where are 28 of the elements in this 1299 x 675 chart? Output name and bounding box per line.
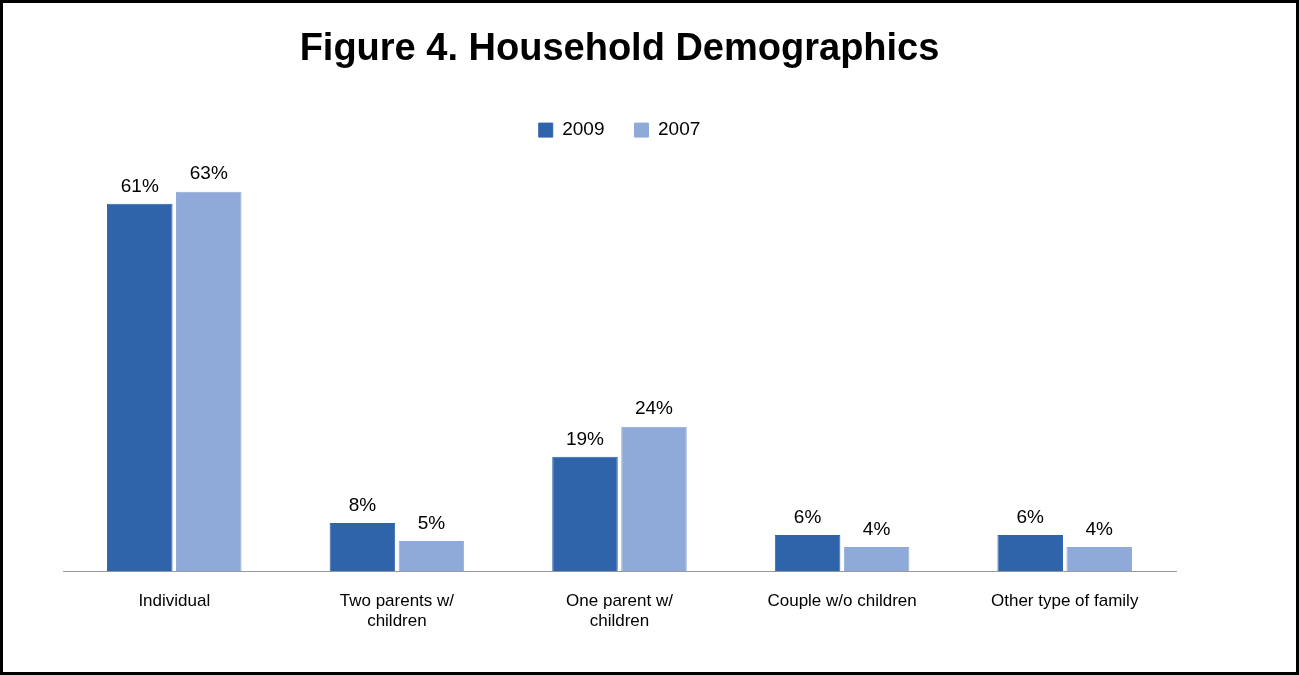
bar xyxy=(176,191,242,572)
bar xyxy=(621,426,687,572)
data-label: 63% xyxy=(189,162,228,184)
x-tick-label: One parent w/ children xyxy=(566,591,674,631)
bar xyxy=(107,203,173,572)
data-label: 24% xyxy=(634,397,674,419)
x-tick-label: Individual xyxy=(138,591,211,611)
x-tick-label: Two parents w/ children xyxy=(339,591,455,631)
bar xyxy=(1066,547,1132,572)
bar xyxy=(552,456,618,572)
data-label: 6% xyxy=(793,505,822,527)
x-tick-label: Other type of family xyxy=(991,591,1139,611)
legend-label: 2007 xyxy=(658,118,701,140)
data-label: 4% xyxy=(862,517,891,539)
data-label: 4% xyxy=(1085,517,1114,539)
bar xyxy=(398,541,465,572)
data-label: 6% xyxy=(1016,505,1045,527)
chart-title: Figure 4. Household Demographics xyxy=(299,26,940,69)
bar xyxy=(774,535,841,572)
data-label: 61% xyxy=(120,174,159,196)
bar xyxy=(997,535,1063,572)
bar xyxy=(843,547,910,572)
data-label: 8% xyxy=(348,493,377,515)
bar xyxy=(329,523,396,572)
x-tick-label: Couple w/o children xyxy=(767,591,917,611)
data-label: 19% xyxy=(565,427,605,449)
data-label: 5% xyxy=(417,511,446,533)
legend-label: 2009 xyxy=(562,118,605,140)
